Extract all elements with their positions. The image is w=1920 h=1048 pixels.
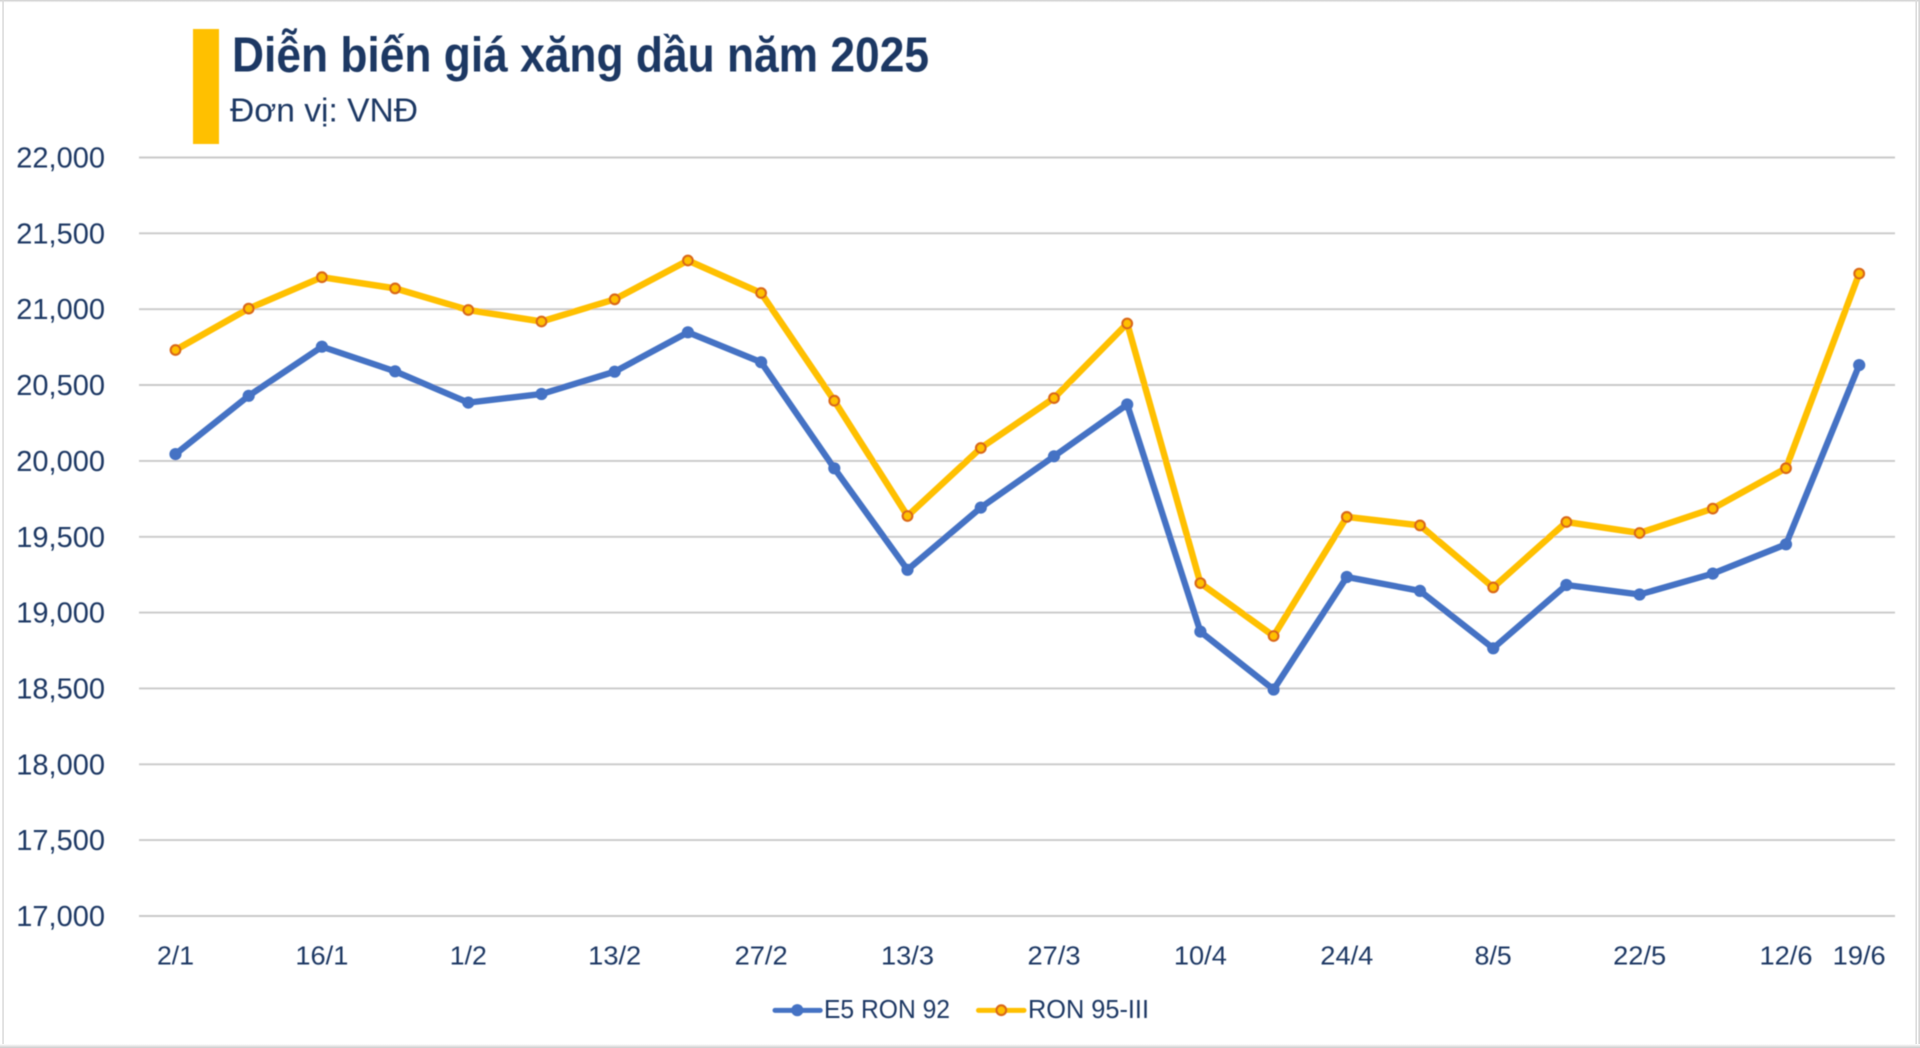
svg-text:19/6: 19/6 [1833,941,1886,971]
svg-text:19,000: 19,000 [16,598,105,630]
svg-text:24/4: 24/4 [1320,941,1373,971]
svg-text:13/2: 13/2 [588,941,641,971]
svg-text:17,500: 17,500 [16,825,105,857]
svg-text:E5 RON 92: E5 RON 92 [824,994,950,1024]
svg-text:18,000: 18,000 [16,749,105,781]
svg-text:16/1: 16/1 [295,941,348,971]
svg-text:19,500: 19,500 [16,522,105,554]
svg-text:21,000: 21,000 [16,294,105,326]
svg-text:Đơn vị: VNĐ: Đơn vị: VNĐ [230,92,418,129]
svg-text:RON 95-III: RON 95-III [1028,994,1149,1024]
svg-text:12/6: 12/6 [1760,941,1813,971]
svg-text:Diễn biến giá xăng dầu năm 202: Diễn biến giá xăng dầu năm 2025 [232,29,929,83]
svg-text:27/2: 27/2 [735,941,788,971]
svg-text:17,000: 17,000 [16,901,105,933]
svg-text:18,500: 18,500 [16,673,105,705]
svg-text:20,500: 20,500 [16,370,105,402]
svg-text:2/1: 2/1 [157,941,194,971]
svg-text:22,000: 22,000 [16,143,105,175]
svg-text:20,000: 20,000 [16,446,105,478]
svg-text:10/4: 10/4 [1174,941,1227,971]
svg-text:13/3: 13/3 [881,941,934,971]
svg-text:21,500: 21,500 [16,218,105,250]
svg-text:8/5: 8/5 [1475,941,1512,971]
svg-text:1/2: 1/2 [450,941,487,971]
svg-text:22/5: 22/5 [1613,941,1666,971]
svg-text:27/3: 27/3 [1028,941,1081,971]
